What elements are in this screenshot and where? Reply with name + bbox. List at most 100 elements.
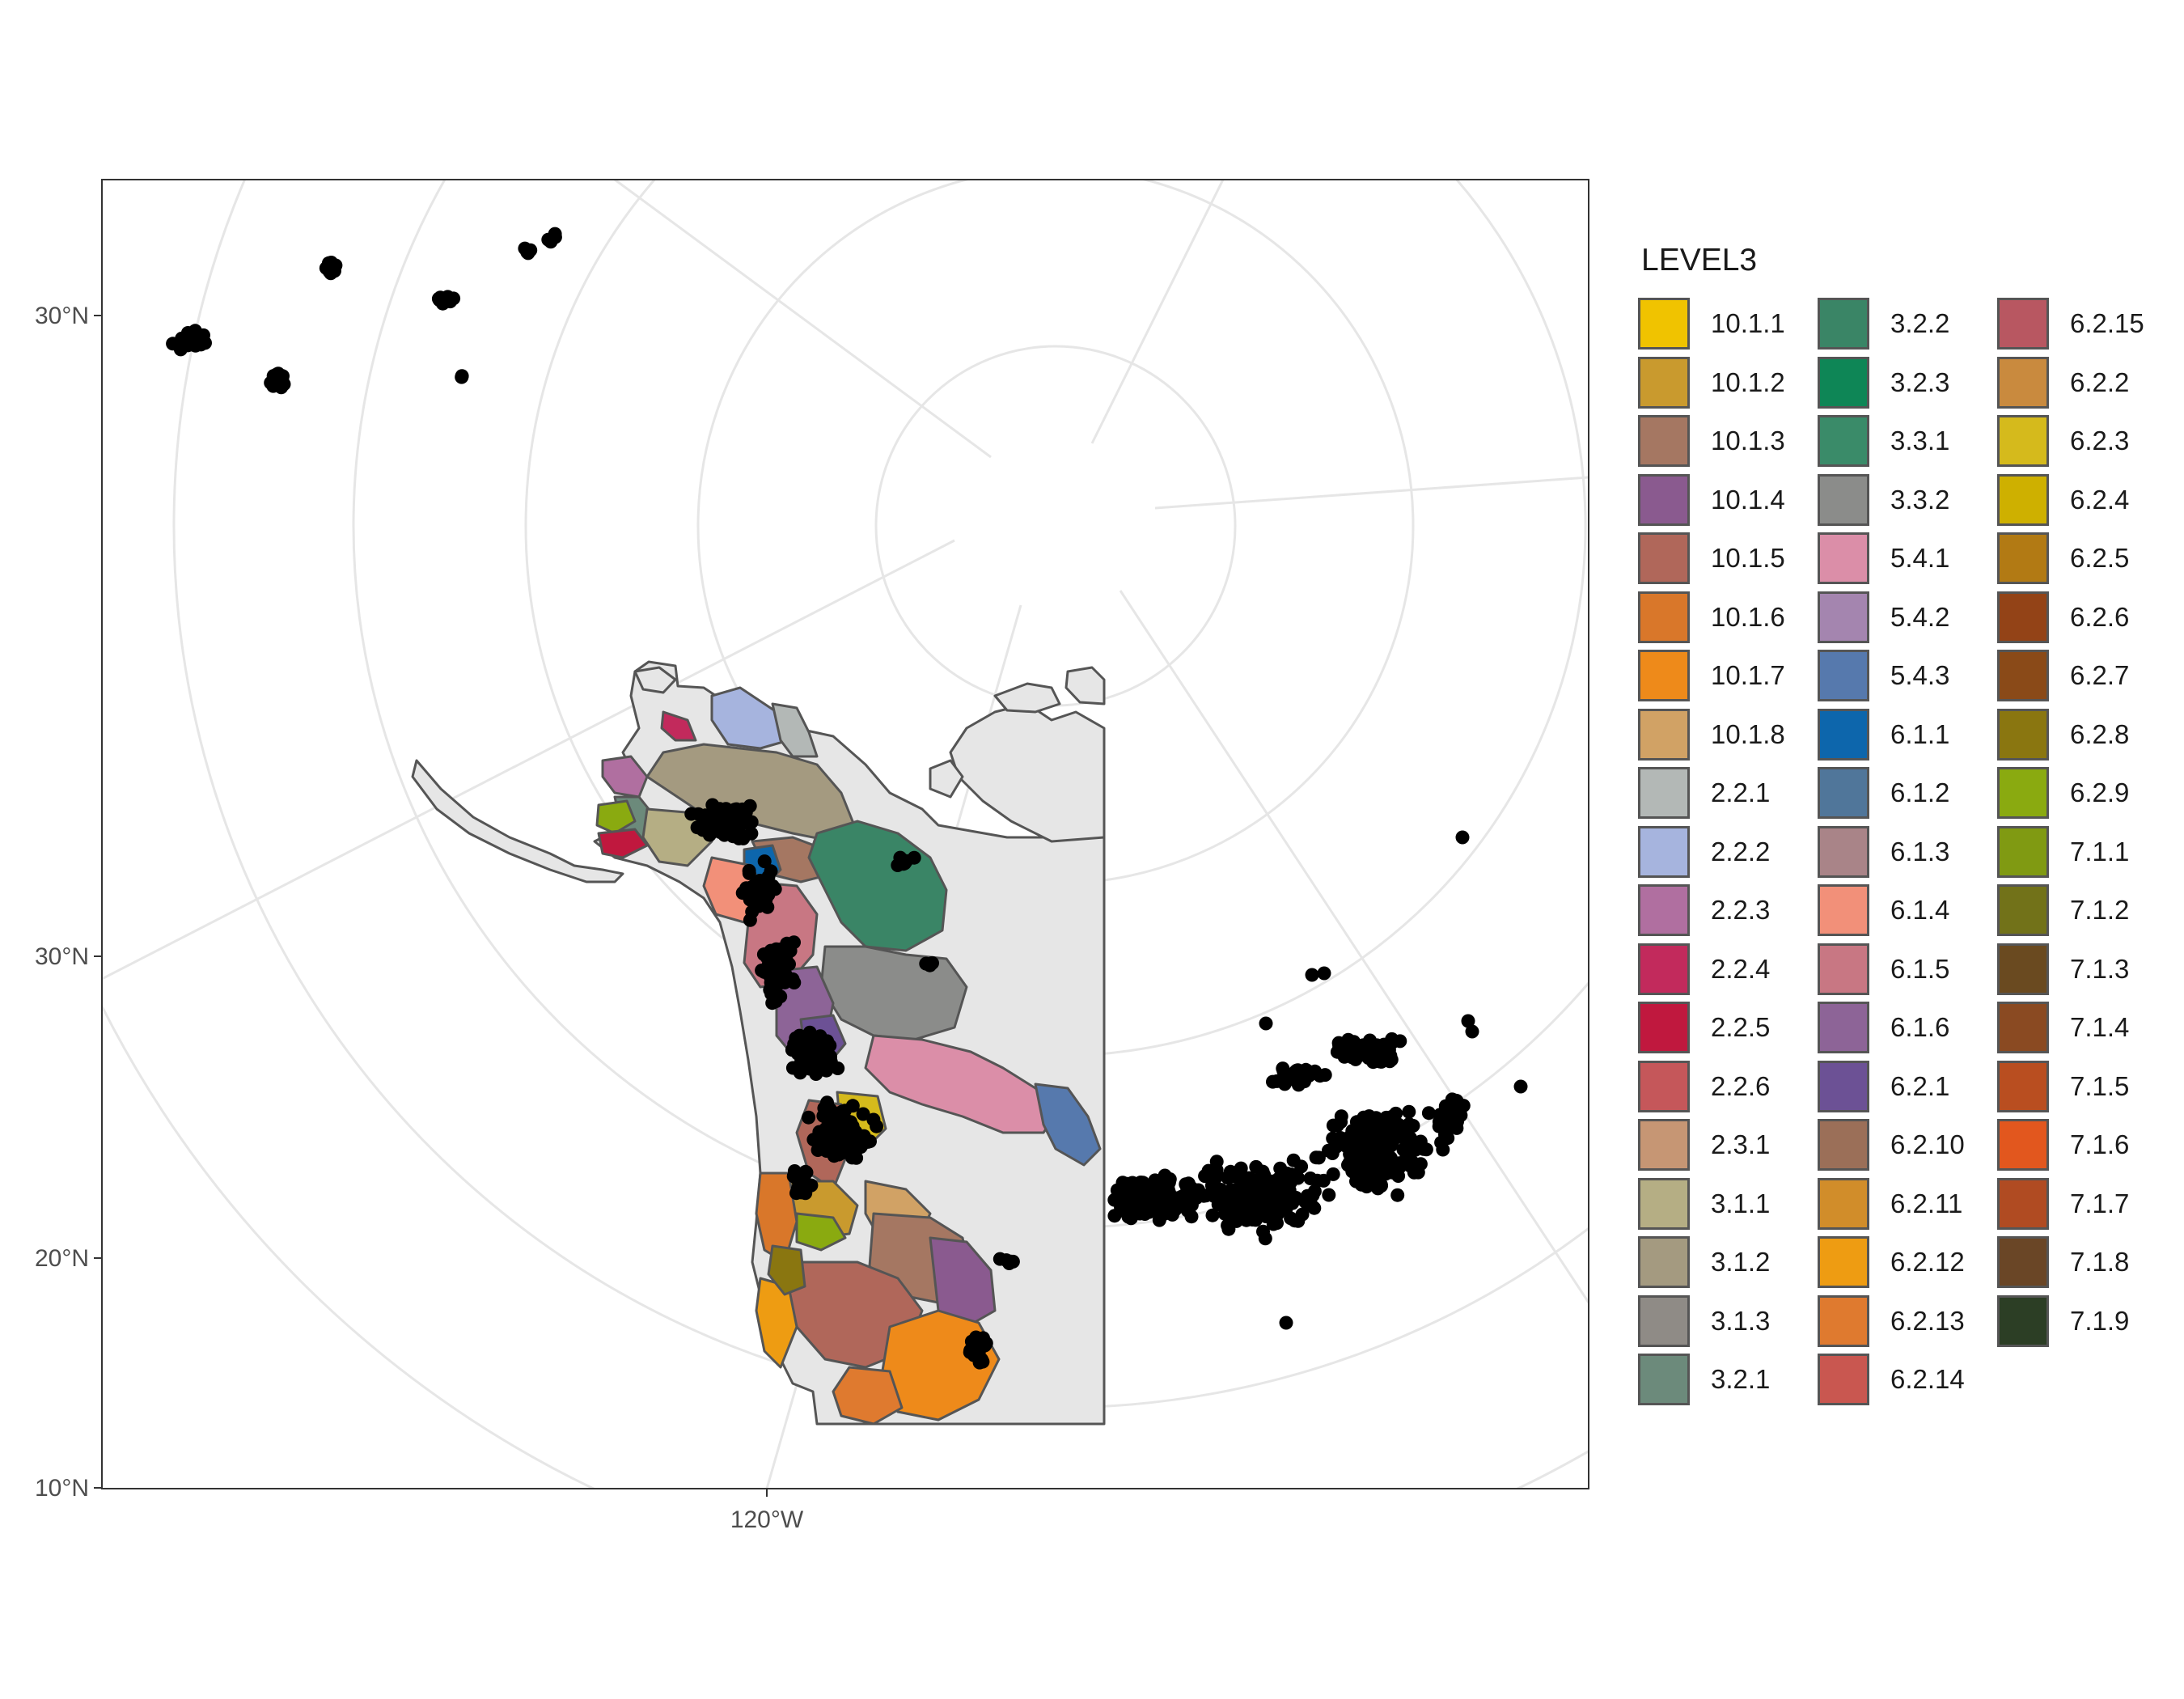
arctic-island-1: [993, 682, 1061, 714]
y-tick-label-4: 10°N: [35, 1475, 89, 1502]
observation-point: [1318, 1068, 1332, 1083]
observation-point: [1205, 1208, 1220, 1222]
observation-point: [856, 1107, 870, 1121]
observation-point: [823, 1116, 837, 1130]
legend-item: 10.1.5: [1638, 529, 1818, 588]
legend-swatch: [1997, 356, 2049, 409]
legend-label: 3.1.3: [1711, 1305, 1771, 1336]
observation-point: [787, 976, 802, 989]
legend-label: 2.3.1: [1711, 1129, 1771, 1160]
legend-label: 2.2.2: [1711, 836, 1771, 866]
observation-point: [1349, 1174, 1363, 1188]
legend-item: 6.2.1: [1818, 1057, 1997, 1116]
legend-swatch: [1997, 532, 2049, 585]
legend-label: 7.1.7: [2070, 1188, 2130, 1218]
legend-label: 6.2.5: [2070, 543, 2130, 574]
legend-item: 6.2.4: [1997, 471, 2177, 530]
legend-swatch: [1638, 1294, 1690, 1347]
observation-point: [735, 811, 750, 825]
legend-label: 7.1.6: [2070, 1129, 2130, 1160]
observation-point: [1326, 1167, 1340, 1181]
legend-swatch: [1638, 1236, 1690, 1289]
observation-point: [1148, 1173, 1162, 1188]
observation-point: [1390, 1188, 1405, 1202]
legend-swatch: [1638, 473, 1690, 526]
legend-swatch: [1818, 298, 1869, 350]
legend-swatch: [1638, 298, 1690, 350]
legend-item: 5.4.2: [1818, 588, 1997, 647]
observation-point: [197, 328, 210, 342]
observation-point: [1419, 1142, 1433, 1157]
legend-swatch: [1997, 415, 2049, 468]
observation-point: [1279, 1172, 1293, 1187]
observation-point: [1305, 968, 1319, 982]
legend-swatch: [1818, 1060, 1869, 1112]
arctic-island-2: [1064, 666, 1106, 705]
observation-point: [1461, 1014, 1475, 1028]
observation-point: [1399, 1142, 1414, 1157]
eco-5-4-1: [864, 1034, 1061, 1134]
legend-swatch: [1818, 1236, 1869, 1289]
legend-label: 6.1.4: [1890, 895, 1950, 926]
observation-point: [1125, 1176, 1140, 1190]
legend-swatch: [1997, 825, 2049, 878]
observation-point: [1137, 1196, 1151, 1210]
observation-point: [1310, 1173, 1324, 1188]
legend-label: 10.1.2: [1711, 366, 1785, 397]
legend-column: 10.1.1 10.1.2 10.1.3 10.1.4 10.1.5 10.1.6 10.1…: [1638, 294, 1818, 1409]
observation-point: [804, 1178, 819, 1193]
observation-point: [1322, 1188, 1336, 1202]
legend-label: 7.1.5: [2070, 1070, 2130, 1101]
legend-swatch: [1638, 1002, 1690, 1054]
observation-point: [1382, 1043, 1396, 1057]
observation-point: [767, 960, 781, 974]
eco-2-2-4: [660, 710, 697, 742]
legend-column: 6.2.15 6.2.2 6.2.3 6.2.4 6.2.5 6.2.6 6.2.7 6.2.…: [1997, 294, 2177, 1409]
legend-swatch: [1818, 1294, 1869, 1347]
observation-point: [1455, 830, 1470, 845]
observation-point: [1373, 1054, 1387, 1069]
legend-item: 6.2.3: [1997, 412, 2177, 471]
legend-item: 6.1.5: [1818, 940, 1997, 999]
observation-point: [1215, 1189, 1230, 1204]
observation-point: [976, 1354, 990, 1369]
observation-point: [1340, 1135, 1355, 1150]
arctic-island-4: [929, 759, 964, 799]
graticule-meridian-1: [614, 180, 992, 459]
y-tick-label-1: 30°N: [35, 303, 89, 329]
observation-point: [845, 1137, 860, 1151]
y-axis: [94, 315, 102, 1489]
observation-point: [768, 994, 783, 1009]
observation-point: [1297, 1074, 1311, 1089]
legend-swatch: [1818, 1002, 1869, 1054]
legend-item: 3.1.1: [1638, 1175, 1818, 1234]
eco-5-4-3: [1034, 1083, 1102, 1167]
observation-point: [1369, 1038, 1384, 1053]
legend-label: 3.1.2: [1711, 1247, 1771, 1277]
legend-label: 10.1.6: [1711, 601, 1785, 632]
arctic-island-3: [633, 666, 677, 694]
legend-item: 10.1.2: [1638, 354, 1818, 413]
observation-point: [759, 892, 773, 907]
legend-label: 3.3.1: [1890, 426, 1950, 456]
observation-point: [1402, 1104, 1416, 1119]
legend-label: 6.1.5: [1890, 953, 1950, 984]
legend-label: 6.2.1: [1890, 1070, 1950, 1101]
legend-item: 3.3.1: [1818, 412, 1997, 471]
legend-item: 7.1.2: [1997, 881, 2177, 940]
legend-label: 7.1.9: [2070, 1305, 2130, 1336]
ecoregion-layer: [411, 660, 1106, 1426]
observation-point: [780, 936, 794, 951]
observation-point: [1158, 1193, 1172, 1207]
legend-item: 6.1.4: [1818, 881, 1997, 940]
legend-item: 7.1.9: [1997, 1292, 2177, 1351]
observation-point: [1406, 1119, 1420, 1133]
legend-item: 7.1.4: [1997, 998, 2177, 1057]
observation-point: [1385, 1032, 1399, 1046]
legend-label: 6.2.6: [2070, 601, 2130, 632]
legend-swatch: [1818, 650, 1869, 702]
legend-label: 6.2.14: [1890, 1364, 1965, 1395]
observation-point: [1199, 1188, 1213, 1203]
legend-label: 5.4.1: [1890, 543, 1950, 574]
observation-point: [1334, 1109, 1348, 1124]
